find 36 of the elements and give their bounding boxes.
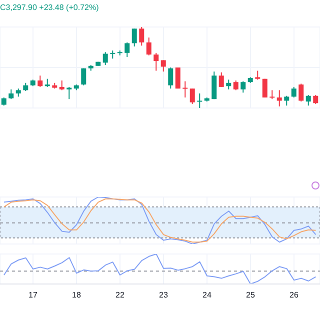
candlestick (218, 72, 224, 88)
candlestick (59, 80, 64, 91)
candlestick (81, 68, 86, 86)
candlestick (212, 71, 217, 100)
x-tick-label: 25 (246, 290, 256, 300)
candlestick (298, 83, 304, 102)
candlestick (132, 28, 137, 47)
x-tick-label: 24 (202, 290, 212, 300)
candlestick (168, 67, 174, 90)
candlestick (175, 67, 180, 90)
candlestick (197, 92, 202, 108)
candlestick (102, 52, 108, 66)
candlestick (8, 88, 14, 100)
candlestick (154, 52, 159, 72)
candlestick (160, 60, 166, 72)
x-tick-label: 17 (28, 290, 38, 300)
candlestick (284, 95, 290, 106)
candlestick (66, 86, 72, 100)
candlestick (124, 42, 130, 58)
candlestick (291, 86, 296, 98)
candlestick (233, 80, 238, 91)
candlestick (182, 80, 188, 98)
candlestick (226, 79, 232, 90)
candlestick (190, 88, 195, 104)
candlestick (240, 80, 246, 94)
candlestick (306, 94, 311, 106)
x-tick-label: 22 (116, 290, 125, 300)
candlestick (146, 37, 152, 56)
x-tick-label: 23 (159, 290, 168, 300)
candlestick (276, 90, 282, 107)
candlestick (262, 78, 268, 98)
text: C3,297.90 +23.48 (+0.72%) (0, 3, 99, 12)
candlestick (38, 75, 43, 88)
x-tick-label: 18 (72, 290, 82, 300)
candlestick (139, 27, 144, 46)
x-tick-label: 26 (290, 290, 299, 300)
